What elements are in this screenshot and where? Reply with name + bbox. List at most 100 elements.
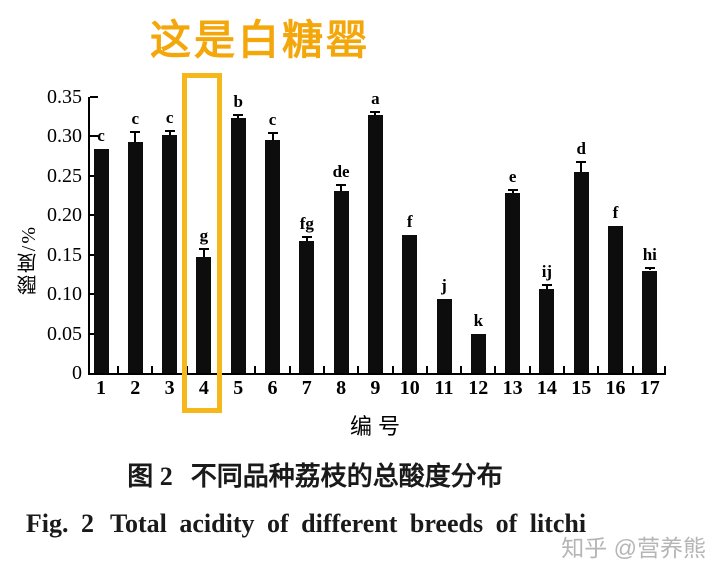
error-bar: [134, 132, 137, 142]
error-bar: [511, 190, 514, 194]
x-category-label: 16: [605, 377, 626, 399]
significance-letter: k: [473, 310, 484, 330]
error-bar-cap: [541, 283, 552, 286]
error-bar: [168, 130, 171, 135]
error-bar-cap: [507, 189, 518, 192]
y-tick-label: 0.35: [47, 86, 82, 108]
bar-12: [470, 333, 486, 373]
bar-13: [505, 193, 521, 373]
x-category-label: 5: [233, 377, 244, 399]
x-category-label: 9: [370, 377, 381, 399]
x-tick-mark: [631, 366, 634, 373]
y-tick-mark: [90, 135, 98, 138]
significance-letter: c: [268, 110, 277, 130]
bar-14: [539, 288, 555, 373]
significance-letter: f: [406, 212, 413, 231]
significance-letter: a: [371, 88, 380, 108]
bar-17: [642, 270, 658, 373]
error-bar-cap: [576, 160, 587, 163]
caption-chinese: 图 2 不同品种荔枝的总酸度分布: [0, 456, 630, 493]
bar-7: [299, 241, 315, 373]
x-category-label: 10: [399, 377, 420, 399]
x-category-label: 3: [164, 377, 175, 399]
bar-6: [265, 140, 280, 373]
x-tick-mark: [288, 366, 291, 373]
error-bar-cap: [267, 132, 278, 135]
significance-letter: ij: [541, 261, 553, 281]
error-bar-cap: [370, 110, 381, 113]
caption-english-figure-number: Fig. 2: [25, 509, 95, 538]
error-bar: [580, 161, 583, 172]
significance-letter: g: [199, 226, 209, 246]
x-category-label: 2: [130, 377, 141, 399]
significance-letter: c: [131, 109, 140, 129]
x-tick-mark: [494, 366, 497, 373]
x-category-label: 11: [434, 377, 454, 399]
error-bar-cap: [233, 114, 244, 117]
caption-english: Fig. 2 Total acidity of different breeds …: [0, 509, 612, 539]
caption-chinese-figure-number: 图 2: [127, 462, 173, 491]
y-tick-label: 0.15: [47, 243, 82, 266]
bar-16: [608, 225, 623, 373]
significance-letter: b: [233, 92, 243, 112]
error-bar: [340, 185, 343, 191]
x-category-label: 17: [639, 377, 660, 399]
bar-10: [402, 235, 418, 373]
error-bar-cap: [198, 248, 209, 251]
y-tick-label: 0.20: [47, 204, 82, 227]
plot-area: 酸度/% 编号 0 0.05 0.10 0.15 0.20 0.25 0.30 0.35 c 1 c…: [18, 86, 666, 439]
x-tick-mark: [117, 366, 120, 373]
significance-letter: fg: [299, 213, 314, 233]
error-bar: [374, 111, 377, 116]
error-bar-cap: [336, 184, 347, 187]
x-axis-title: 编号: [349, 414, 406, 439]
x-category-label: 1: [96, 377, 106, 399]
significance-letter: hi: [642, 245, 657, 265]
caption-english-text: Total acidity of different breeds of lit…: [110, 509, 587, 538]
y-tick-label: 0.25: [47, 164, 82, 187]
bar-3: [162, 134, 178, 373]
x-tick-mark: [254, 366, 257, 373]
caption-chinese-text: 不同品种荔枝的总酸度分布: [190, 462, 503, 491]
x-tick-mark: [322, 366, 325, 373]
error-bar: [202, 249, 205, 258]
error-bar: [305, 236, 308, 242]
x-category-label: 13: [502, 377, 523, 399]
error-bar: [271, 133, 274, 141]
x-category-label: 8: [336, 377, 347, 399]
x-tick-mark: [528, 366, 531, 373]
x-tick-mark: [391, 366, 394, 373]
significance-letter: j: [441, 275, 447, 295]
highlight-box-bar-4: [182, 73, 222, 413]
x-category-label: 14: [536, 377, 557, 399]
error-bar: [545, 284, 548, 289]
x-category-label: 6: [267, 377, 278, 399]
zhihu-watermark: 知乎 @营养熊: [561, 535, 706, 561]
x-tick-mark: [357, 366, 360, 373]
bar-11: [436, 298, 452, 373]
x-category-label: 15: [571, 377, 592, 399]
error-bar-cap: [301, 235, 312, 238]
bar-2: [127, 141, 143, 373]
significance-letter: e: [508, 167, 517, 187]
x-axis-end-tick: [664, 366, 666, 373]
significance-letter: d: [576, 138, 586, 158]
x-category-label: 7: [301, 377, 312, 399]
significance-letter: de: [332, 162, 350, 182]
y-tick-label: 0.30: [47, 125, 82, 148]
x-tick-mark: [597, 366, 600, 373]
bar-8: [333, 190, 349, 373]
x-tick-mark: [563, 366, 566, 373]
bar-15: [573, 171, 589, 373]
error-bar: [237, 115, 240, 119]
significance-letter: c: [97, 126, 105, 146]
error-bar-cap: [644, 267, 655, 270]
bar-5: [230, 118, 246, 373]
significance-letter: f: [612, 202, 619, 222]
x-category-label: 4: [198, 377, 209, 399]
significance-letter: c: [165, 107, 174, 127]
bar-1: [93, 149, 109, 373]
error-bar-cap: [130, 131, 141, 134]
x-tick-mark: [460, 366, 463, 373]
